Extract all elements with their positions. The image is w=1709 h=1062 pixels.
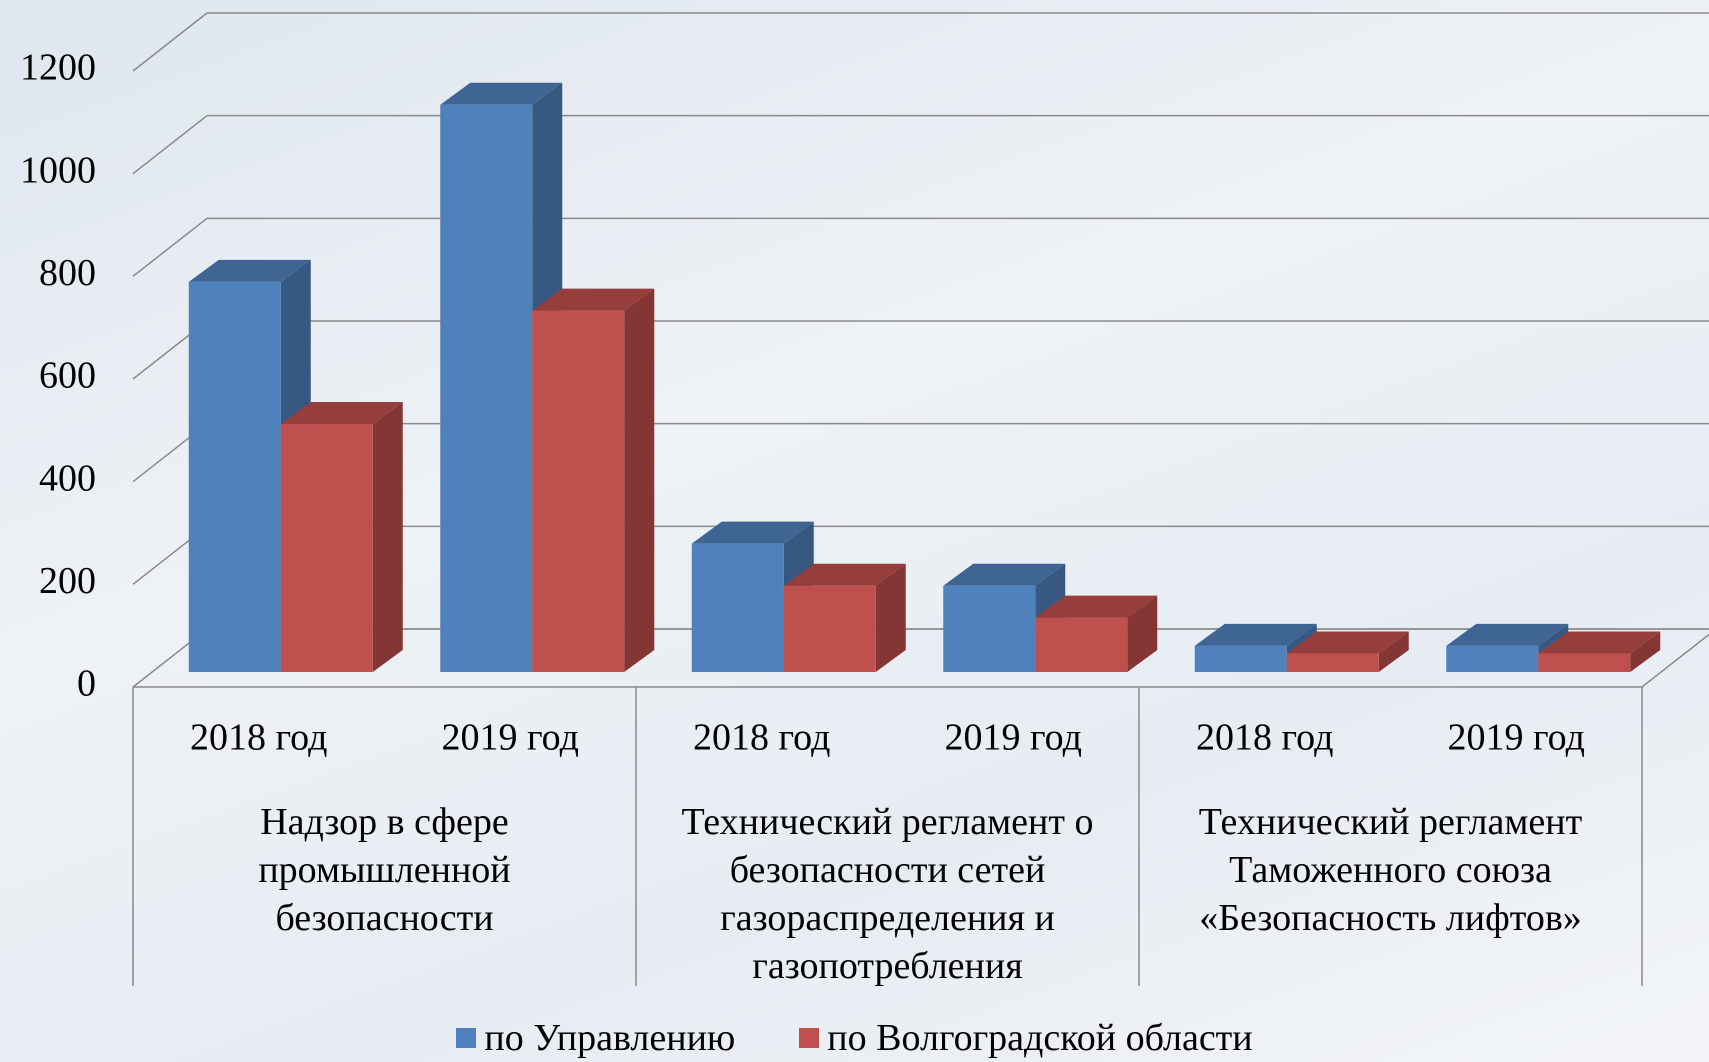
y-tick-label: 0 <box>77 663 96 705</box>
legend-label: по Волгоградской области <box>827 1016 1252 1060</box>
bar <box>692 544 784 672</box>
y-tick-label: 200 <box>39 560 96 602</box>
legend: по Управлению по Волгоградской области <box>0 1016 1709 1060</box>
page: {"chart_data": {"type": "bar3d", "catego… <box>0 0 1709 1062</box>
y-tick-label: 600 <box>39 355 96 397</box>
bar <box>1035 618 1127 672</box>
x-tick-label: 2018 год <box>190 717 327 759</box>
legend-item: по Волгоградской области <box>799 1016 1252 1060</box>
bar <box>281 424 373 672</box>
y-tick-label: 400 <box>39 457 96 499</box>
y-tick-label: 1200 <box>20 47 96 89</box>
legend-swatch <box>456 1028 476 1048</box>
group-label: Надзор в сфере промышленной безопасности <box>153 798 616 942</box>
grid-side-line <box>133 218 207 276</box>
group-label: Технический регламент о безопасности сет… <box>656 798 1119 990</box>
bar-side <box>373 402 403 672</box>
group-label: Технический регламент Таможенного союза … <box>1159 798 1622 942</box>
x-tick-label: 2019 год <box>442 717 579 759</box>
y-tick-label: 800 <box>39 252 96 294</box>
legend-swatch <box>799 1028 819 1048</box>
bar <box>1538 654 1630 672</box>
grid-side-line <box>133 13 207 71</box>
x-tick-label: 2019 год <box>945 717 1082 759</box>
legend-item: по Управлению <box>456 1016 735 1060</box>
bar <box>532 311 624 672</box>
y-tick-label: 1000 <box>20 149 96 191</box>
x-tick-label: 2018 год <box>693 717 830 759</box>
bar <box>440 105 532 672</box>
legend-label: по Управлению <box>484 1016 735 1060</box>
x-tick-label: 2018 год <box>1196 717 1333 759</box>
bar-side <box>624 289 654 672</box>
bar <box>189 282 281 672</box>
grid-side-line <box>133 116 207 174</box>
bar <box>1195 646 1287 672</box>
bar <box>1287 654 1379 672</box>
bar <box>943 586 1035 672</box>
x-tick-label: 2019 год <box>1448 717 1585 759</box>
bar <box>1446 646 1538 672</box>
bar <box>784 586 876 672</box>
